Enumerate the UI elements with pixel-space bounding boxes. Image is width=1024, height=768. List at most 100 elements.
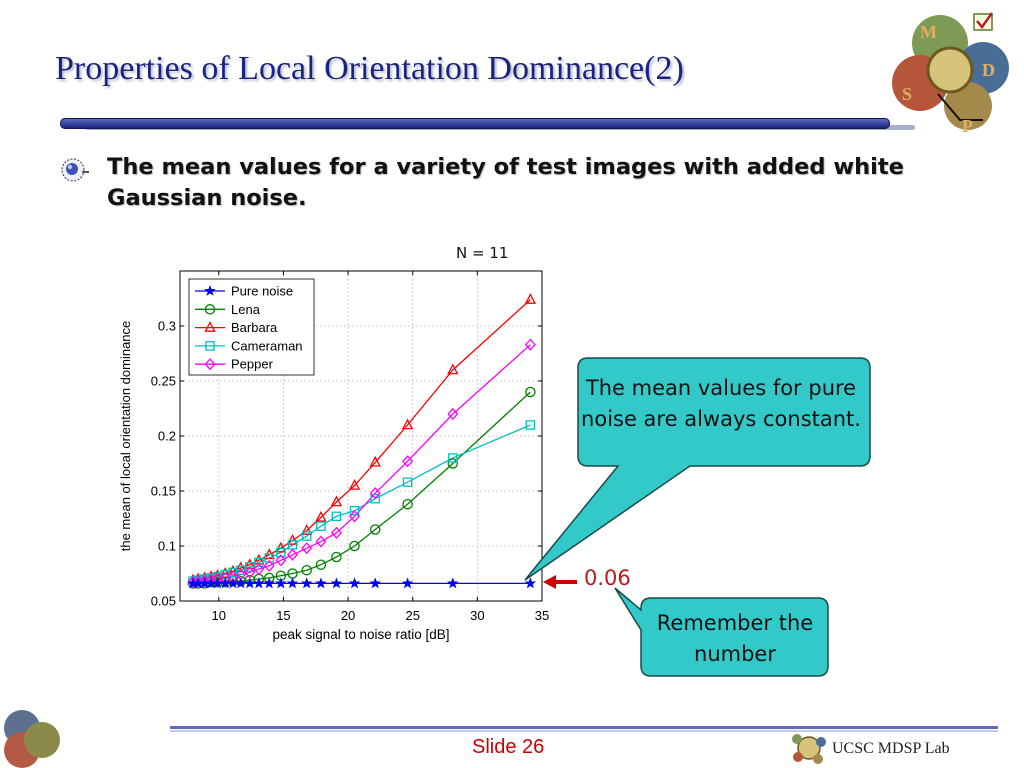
data-point-cameraman — [448, 453, 458, 463]
decorative-balls — [4, 710, 60, 768]
logo-ball-p — [944, 82, 992, 130]
data-point-pure-noise — [348, 577, 361, 589]
logo-letter-m: M — [920, 22, 937, 42]
data-point-cameraman — [254, 557, 264, 568]
y-axis-label: the mean of local orientation dominance — [118, 321, 133, 552]
data-point-pepper — [187, 576, 199, 589]
data-point-pure-noise — [263, 577, 275, 589]
line-chart: 10 15 20 25 30 35 0.05 0.1 0.15 0.2 0.25 0.3 Pure n… — [118, 270, 549, 642]
data-point-pepper — [275, 554, 287, 567]
data-point-pure-noise — [524, 577, 537, 589]
data-point-barbara — [227, 564, 239, 576]
legend-label-lena: Lena — [231, 302, 261, 317]
data-point-pure-noise — [275, 577, 287, 589]
data-point-cameraman — [301, 531, 312, 541]
data-point-cameraman — [245, 562, 255, 572]
n-label: N = 11 — [456, 244, 509, 262]
series-line-cameraman — [192, 424, 531, 582]
data-point-pepper — [253, 563, 265, 576]
legend-marker-lena — [204, 304, 216, 315]
data-point-lena — [369, 524, 381, 535]
data-point-pepper — [447, 407, 459, 421]
data-point-barbara — [369, 455, 381, 467]
x-axis-label: peak signal to noise ratio [dB] — [272, 627, 449, 642]
x-tick-label: 35 — [535, 608, 549, 623]
lab-name: UCSC MDSP Lab — [832, 740, 950, 757]
data-point-cameraman — [349, 506, 360, 516]
series-line-pepper — [192, 344, 531, 583]
y-tick-label: 0.1 — [158, 539, 176, 554]
legend-marker-pure-noise — [204, 284, 216, 296]
y-tick-label: 0.05 — [151, 594, 176, 609]
chart-markers — [187, 293, 537, 589]
legend-marker-pepper — [204, 358, 216, 371]
data-point-pepper — [369, 487, 381, 500]
data-point-pure-noise — [447, 577, 459, 589]
x-tick-label: 10 — [212, 608, 226, 623]
legend-label-pepper: Pepper — [231, 357, 274, 372]
footer-line-shadow — [170, 730, 998, 732]
data-point-barbara — [219, 567, 231, 578]
slide-title: Properties of Local Orientation Dominanc… — [55, 50, 684, 87]
logo-letter-p: P — [962, 116, 973, 136]
data-point-lena — [525, 386, 536, 398]
data-point-barbara — [235, 561, 247, 573]
data-point-cameraman — [236, 565, 246, 575]
data-point-cameraman — [525, 420, 536, 430]
chart-ticks: 10 15 20 25 30 35 0.05 0.1 0.15 0.2 0.25 0.3 — [151, 271, 549, 623]
data-point-barbara — [447, 363, 459, 375]
legend-label-barbara: Barbara — [231, 320, 278, 335]
y-tick-label: 0.25 — [151, 374, 176, 389]
data-point-pure-noise — [286, 577, 299, 589]
data-point-lena — [301, 564, 312, 576]
data-point-pure-noise — [253, 577, 265, 589]
legend-marker-cameraman — [205, 341, 215, 351]
data-point-lena — [402, 498, 413, 510]
legend-label-cameraman: Cameraman — [231, 338, 303, 353]
data-point-barbara — [275, 541, 287, 553]
logo-center-medallion — [926, 46, 974, 94]
y-tick-label: 0.3 — [158, 319, 176, 334]
data-point-cameraman — [402, 477, 413, 487]
data-point-cameraman — [264, 553, 274, 563]
callout-top-text: The mean values for pure noise are alway… — [581, 376, 861, 431]
data-point-lena — [331, 551, 342, 563]
logo-letter-s: S — [902, 84, 912, 104]
data-point-pure-noise — [369, 577, 381, 589]
data-point-lena — [349, 540, 360, 552]
legend-label-pure-noise: Pure noise — [231, 284, 293, 299]
data-point-cameraman — [370, 493, 380, 504]
data-point-barbara — [348, 479, 361, 490]
data-point-barbara — [401, 418, 414, 430]
legend-marker-barbara — [204, 321, 216, 332]
data-point-pepper — [263, 559, 275, 572]
data-point-cameraman — [276, 547, 286, 558]
callout-bottom-text: Remember the number — [656, 611, 814, 666]
x-tick-label: 30 — [470, 608, 484, 623]
slide-number: Slide 26 — [472, 736, 545, 758]
value-label: 0.06 — [584, 566, 631, 590]
y-tick-label: 0.2 — [158, 429, 176, 444]
data-point-pure-noise — [315, 577, 327, 589]
data-point-barbara — [286, 534, 299, 545]
data-point-barbara — [244, 558, 256, 569]
title-underline — [60, 118, 890, 129]
data-point-lena — [315, 559, 327, 570]
data-point-pure-noise — [330, 577, 343, 589]
data-point-pepper — [287, 548, 298, 561]
footer-line — [170, 726, 998, 729]
data-point-pepper — [301, 542, 313, 555]
bullet-icon — [61, 158, 89, 182]
data-point-lena — [447, 458, 459, 469]
y-tick-label: 0.15 — [151, 484, 176, 499]
data-point-pure-noise — [401, 577, 414, 589]
mdsp-small-logo — [792, 734, 826, 764]
data-point-cameraman — [316, 521, 326, 531]
data-point-pepper — [402, 455, 414, 468]
mdsp-logo: M D S P — [892, 12, 1009, 136]
series-line-lena — [192, 391, 531, 585]
data-point-pure-noise — [300, 577, 313, 589]
data-point-pepper — [330, 526, 342, 539]
data-point-barbara — [315, 510, 327, 522]
chart-legend: Pure noise Lena Barbara Cameraman Pepper — [188, 278, 315, 376]
